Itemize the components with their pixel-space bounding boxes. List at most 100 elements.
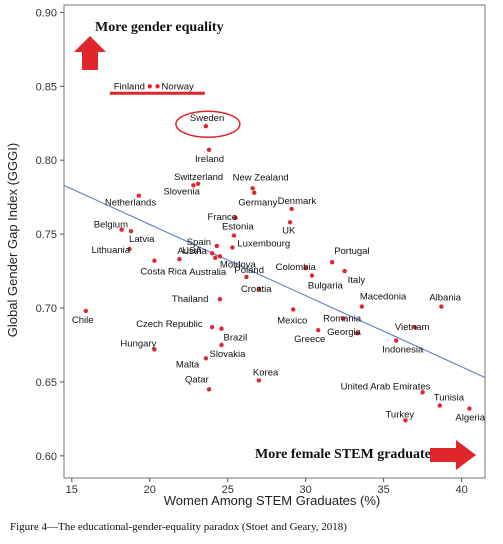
point-label: Denmark bbox=[278, 196, 317, 207]
point-label: Colombia bbox=[276, 262, 317, 273]
data-point bbox=[233, 215, 238, 221]
plot-area bbox=[63, 4, 486, 479]
annotation-more-female-stem: More female STEM graduates bbox=[255, 447, 437, 462]
point-label: Portugal bbox=[334, 246, 369, 257]
point-label: Slovenia bbox=[163, 186, 200, 197]
data-point bbox=[437, 403, 442, 408]
x-tick-label: 40 bbox=[455, 484, 467, 496]
data-point bbox=[420, 390, 425, 395]
point-label: Austria bbox=[177, 246, 207, 257]
point-label: Chile bbox=[72, 315, 94, 326]
point-label: Czech Republic bbox=[136, 319, 203, 330]
point-label: Latvia bbox=[129, 234, 155, 245]
data-point bbox=[342, 268, 347, 274]
point-label: Norway bbox=[162, 81, 194, 92]
data-point bbox=[214, 243, 220, 249]
data-point bbox=[359, 304, 365, 309]
data-point bbox=[287, 220, 293, 225]
point-label: Estonia bbox=[222, 222, 254, 233]
data-point bbox=[177, 257, 182, 262]
data-point bbox=[152, 347, 157, 352]
data-point bbox=[209, 325, 215, 330]
x-tick-label: 30 bbox=[300, 484, 312, 496]
x-tick-label: 20 bbox=[144, 484, 156, 496]
point-label: Croatia bbox=[241, 284, 272, 295]
data-point bbox=[203, 124, 209, 129]
y-axis-title: Global Gender Gap Index (GGGI) bbox=[5, 143, 20, 337]
point-label: Finland bbox=[114, 81, 145, 92]
point-label: New Zealand bbox=[233, 172, 289, 183]
point-label: Ireland bbox=[195, 154, 224, 165]
data-point bbox=[128, 228, 134, 234]
data-point bbox=[83, 308, 89, 314]
point-label: Albania bbox=[429, 293, 461, 304]
data-point bbox=[393, 338, 399, 343]
y-tick-label: 0.75 bbox=[36, 229, 57, 241]
data-point bbox=[219, 342, 224, 348]
data-point bbox=[206, 147, 212, 153]
point-label: Indonesia bbox=[382, 345, 424, 356]
figure-caption: Figure 4—The educational-gender-equality… bbox=[10, 521, 347, 533]
data-point bbox=[244, 274, 249, 280]
annotation-more-gender-equality: More gender equality bbox=[95, 20, 224, 35]
data-point bbox=[256, 286, 262, 291]
data-point bbox=[291, 307, 296, 312]
point-label: Qatar bbox=[185, 374, 209, 385]
point-label: Thailand bbox=[172, 294, 208, 305]
data-point bbox=[231, 233, 237, 238]
data-point bbox=[252, 190, 257, 195]
point-label: Australia bbox=[189, 267, 227, 278]
point-label: Sweden bbox=[190, 113, 224, 124]
data-point bbox=[119, 227, 124, 232]
data-point bbox=[209, 251, 215, 256]
data-point bbox=[309, 273, 315, 278]
up-arrow-icon bbox=[74, 36, 106, 70]
data-point bbox=[217, 296, 223, 302]
data-point bbox=[303, 265, 308, 271]
y-tick-label: 0.80 bbox=[36, 155, 57, 167]
data-point bbox=[439, 304, 444, 309]
point-label: Belgium bbox=[94, 220, 128, 231]
point-label: Slovakia bbox=[209, 349, 246, 360]
data-point bbox=[127, 246, 132, 252]
data-point bbox=[354, 330, 360, 336]
y-tick-label: 0.60 bbox=[36, 451, 57, 463]
y-tick-label: 0.65 bbox=[36, 377, 57, 389]
data-point bbox=[256, 378, 262, 383]
data-point bbox=[152, 258, 157, 263]
scatter-chart: 15 20 25 30 35 40 0.60 0.65 0.70 0.75 0.80 0.85 0.90… bbox=[5, 4, 486, 508]
data-point bbox=[329, 259, 335, 265]
point-label: Hungary bbox=[120, 338, 156, 349]
data-point bbox=[136, 193, 142, 198]
data-point bbox=[213, 255, 218, 260]
x-axis-title: Women Among STEM Graduates (%) bbox=[164, 493, 381, 508]
data-point bbox=[250, 186, 255, 191]
point-label: USA bbox=[182, 245, 202, 256]
data-point bbox=[191, 183, 196, 188]
data-point bbox=[155, 84, 160, 89]
point-label: Costa Rica bbox=[140, 267, 187, 278]
data-point bbox=[340, 316, 346, 321]
point-label: Turkey bbox=[385, 409, 414, 420]
point-label: Luxembourg bbox=[237, 238, 290, 249]
x-tick-label: 35 bbox=[378, 484, 390, 496]
point-label: Bulgaria bbox=[308, 280, 344, 291]
trend-line bbox=[63, 184, 486, 378]
data-point bbox=[219, 326, 224, 331]
point-label: Georgia bbox=[327, 327, 362, 338]
data-point bbox=[315, 327, 321, 333]
point-label: United Arab Emirates bbox=[341, 381, 431, 392]
point-label: Switzerland bbox=[174, 172, 223, 183]
data-point bbox=[147, 84, 152, 89]
data-point bbox=[206, 387, 212, 392]
y-tick-label: 0.85 bbox=[36, 81, 57, 93]
x-tick-label: 15 bbox=[66, 484, 78, 496]
point-label: Greece bbox=[294, 334, 325, 345]
data-point bbox=[230, 245, 235, 250]
x-tick-label: 25 bbox=[222, 484, 234, 496]
point-label: Romania bbox=[323, 313, 362, 324]
y-tick-label: 0.90 bbox=[36, 7, 57, 19]
point-label: Tunisia bbox=[434, 393, 465, 404]
point-label: Mexico bbox=[277, 315, 307, 326]
data-point bbox=[289, 206, 294, 212]
